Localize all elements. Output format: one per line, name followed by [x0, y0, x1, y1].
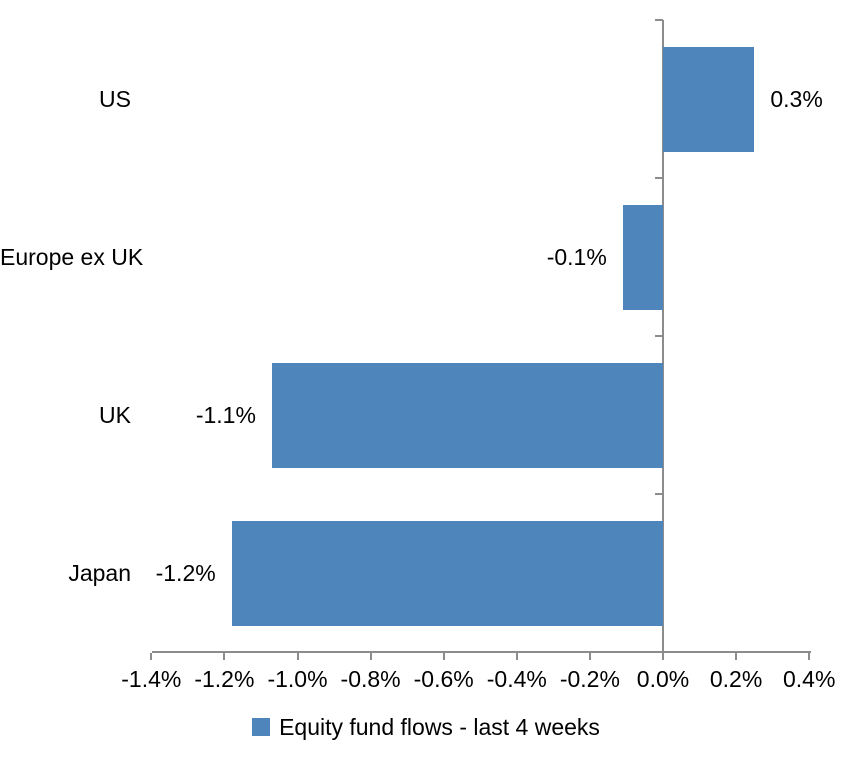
data-label-japan: -1.2% — [155, 559, 216, 586]
x-tick-label: -0.2% — [559, 666, 620, 692]
y-axis-category-tick — [655, 493, 663, 495]
x-tick-label: 0.4% — [782, 666, 836, 692]
category-label-us: US — [99, 85, 131, 112]
category-label-uk: UK — [99, 401, 131, 428]
category-label-japan: Japan — [68, 559, 131, 586]
bar-europe-ex-uk — [622, 204, 663, 310]
bar-japan — [231, 520, 663, 626]
x-tick-label: -1.0% — [267, 666, 328, 692]
legend-swatch — [252, 718, 271, 736]
x-axis-tick — [808, 653, 811, 660]
x-axis-tick — [662, 653, 664, 660]
bar-us — [663, 46, 755, 152]
x-axis-tick — [515, 653, 518, 660]
bar-uk — [271, 362, 663, 468]
y-axis-line — [662, 20, 664, 659]
x-axis-tick — [588, 653, 591, 660]
x-tick-label: 0.0% — [636, 666, 690, 692]
x-axis-tick — [735, 653, 738, 660]
y-axis-category-tick — [655, 177, 663, 179]
data-label-uk: -1.1% — [195, 401, 256, 428]
y-axis-category-tick — [655, 335, 663, 337]
data-label-europe-ex-uk: -0.1% — [546, 243, 607, 270]
x-tick-label: 0.2% — [709, 666, 763, 692]
legend-label: Equity fund flows - last 4 weeks — [279, 713, 600, 740]
x-axis-tick — [223, 653, 226, 660]
data-label-us: 0.3% — [770, 85, 823, 112]
y-axis-category-tick — [655, 19, 663, 21]
x-tick-label: -1.2% — [194, 666, 255, 692]
x-tick-label: -0.8% — [340, 666, 401, 692]
x-axis-line — [152, 651, 811, 653]
x-axis-tick — [150, 653, 153, 660]
x-tick-label: -0.6% — [413, 666, 474, 692]
category-label-europe-ex-uk: Europe ex UK — [0, 243, 144, 270]
x-tick-label: -1.4% — [121, 666, 182, 692]
x-tick-label: -0.4% — [486, 666, 547, 692]
legend: Equity fund flows - last 4 weeks — [0, 711, 852, 743]
x-axis-tick — [442, 653, 445, 660]
x-axis-tick — [296, 653, 299, 660]
x-axis-tick — [369, 653, 372, 660]
